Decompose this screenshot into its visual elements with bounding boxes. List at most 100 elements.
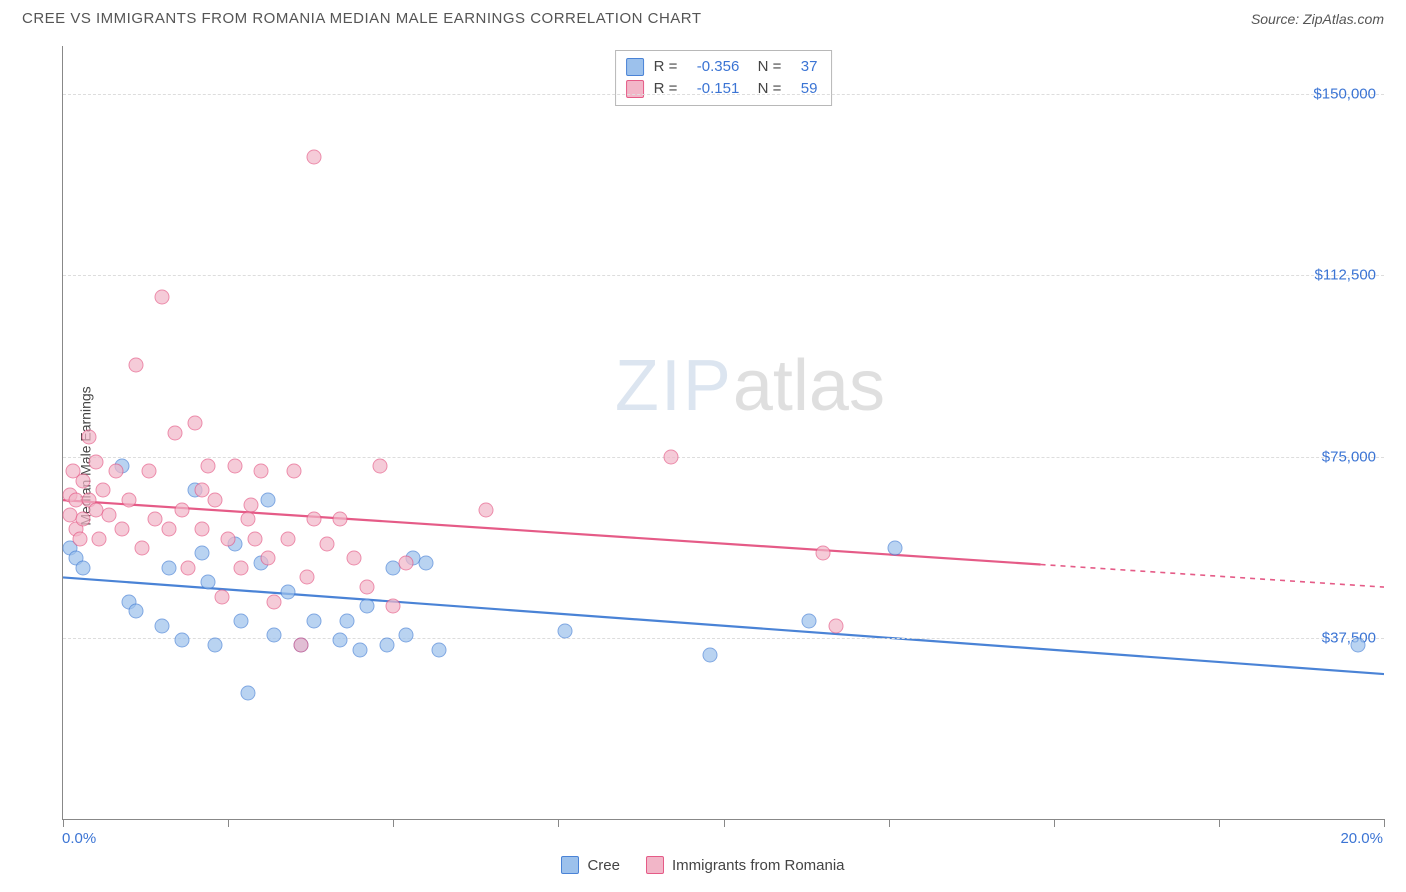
data-point bbox=[306, 512, 321, 527]
data-point bbox=[306, 150, 321, 165]
data-point bbox=[221, 531, 236, 546]
y-tick-label: $37,500 bbox=[1322, 629, 1376, 646]
stats-row: R =-0.356 N =37 bbox=[626, 56, 818, 78]
data-point bbox=[300, 570, 315, 585]
data-point bbox=[802, 613, 817, 628]
legend-swatch bbox=[626, 58, 644, 76]
data-point bbox=[557, 623, 572, 638]
x-tick bbox=[1219, 819, 1220, 827]
chart-source: Source: ZipAtlas.com bbox=[1251, 11, 1384, 27]
data-point bbox=[102, 507, 117, 522]
data-point bbox=[155, 618, 170, 633]
data-point bbox=[359, 580, 374, 595]
data-point bbox=[75, 560, 90, 575]
data-point bbox=[82, 430, 97, 445]
data-point bbox=[194, 546, 209, 561]
data-point bbox=[333, 633, 348, 648]
x-tick bbox=[1054, 819, 1055, 827]
data-point bbox=[815, 546, 830, 561]
data-point bbox=[306, 613, 321, 628]
x-tick-label: 20.0% bbox=[1340, 830, 1383, 847]
data-point bbox=[234, 613, 249, 628]
stats-legend-box: R =-0.356 N =37R =-0.151 N =59 bbox=[615, 50, 833, 106]
data-point bbox=[432, 642, 447, 657]
data-point bbox=[247, 531, 262, 546]
gridline bbox=[63, 275, 1384, 276]
data-point bbox=[141, 464, 156, 479]
data-point bbox=[254, 464, 269, 479]
data-point bbox=[353, 642, 368, 657]
data-point bbox=[340, 613, 355, 628]
legend-item: Cree bbox=[561, 856, 620, 874]
data-point bbox=[240, 686, 255, 701]
data-point bbox=[188, 415, 203, 430]
data-point bbox=[75, 512, 90, 527]
x-tick bbox=[63, 819, 64, 827]
x-tick bbox=[228, 819, 229, 827]
data-point bbox=[373, 459, 388, 474]
data-point bbox=[888, 541, 903, 556]
data-point bbox=[320, 536, 335, 551]
chart-container: Median Male Earnings ZIPatlas R =-0.356 … bbox=[22, 38, 1384, 874]
stat-n-value: 37 bbox=[791, 56, 817, 78]
stat-n-value: 59 bbox=[791, 78, 817, 100]
trend-line-extrapolated bbox=[1041, 564, 1384, 587]
data-point bbox=[201, 575, 216, 590]
data-point bbox=[108, 464, 123, 479]
legend-swatch bbox=[646, 856, 664, 874]
data-point bbox=[174, 502, 189, 517]
x-tick-label: 0.0% bbox=[62, 830, 96, 847]
data-point bbox=[1350, 638, 1365, 653]
data-point bbox=[293, 638, 308, 653]
gridline bbox=[63, 457, 1384, 458]
data-point bbox=[194, 483, 209, 498]
x-tick bbox=[1384, 819, 1385, 827]
watermark: ZIPatlas bbox=[615, 345, 885, 427]
x-tick bbox=[393, 819, 394, 827]
data-point bbox=[148, 512, 163, 527]
legend-swatch bbox=[561, 856, 579, 874]
data-point bbox=[379, 638, 394, 653]
y-tick-label: $75,000 bbox=[1322, 448, 1376, 465]
trend-lines-svg bbox=[63, 46, 1384, 819]
data-point bbox=[478, 502, 493, 517]
gridline bbox=[63, 638, 1384, 639]
legend-item: Immigrants from Romania bbox=[646, 856, 845, 874]
data-point bbox=[128, 357, 143, 372]
data-point bbox=[92, 531, 107, 546]
data-point bbox=[703, 647, 718, 662]
data-point bbox=[267, 628, 282, 643]
data-point bbox=[181, 560, 196, 575]
data-point bbox=[386, 599, 401, 614]
chart-title: CREE VS IMMIGRANTS FROM ROMANIA MEDIAN M… bbox=[22, 10, 702, 27]
x-tick bbox=[558, 819, 559, 827]
data-point bbox=[207, 638, 222, 653]
data-point bbox=[95, 483, 110, 498]
data-point bbox=[72, 531, 87, 546]
chart-header: CREE VS IMMIGRANTS FROM ROMANIA MEDIAN M… bbox=[0, 0, 1406, 33]
x-tick bbox=[724, 819, 725, 827]
data-point bbox=[260, 551, 275, 566]
data-point bbox=[663, 449, 678, 464]
data-point bbox=[267, 594, 282, 609]
data-point bbox=[174, 633, 189, 648]
x-tick bbox=[889, 819, 890, 827]
bottom-legend: Cree Immigrants from Romania bbox=[22, 856, 1384, 874]
stat-r-value: -0.356 bbox=[687, 56, 739, 78]
data-point bbox=[227, 459, 242, 474]
data-point bbox=[128, 604, 143, 619]
data-point bbox=[161, 522, 176, 537]
data-point bbox=[287, 464, 302, 479]
y-tick-label: $150,000 bbox=[1313, 86, 1376, 103]
data-point bbox=[207, 493, 222, 508]
data-point bbox=[89, 454, 104, 469]
legend-label: Cree bbox=[587, 857, 620, 874]
data-point bbox=[122, 493, 137, 508]
legend-label: Immigrants from Romania bbox=[672, 857, 845, 874]
data-point bbox=[359, 599, 374, 614]
data-point bbox=[75, 473, 90, 488]
y-tick-label: $112,500 bbox=[1315, 267, 1376, 284]
data-point bbox=[194, 522, 209, 537]
data-point bbox=[168, 425, 183, 440]
gridline bbox=[63, 94, 1384, 95]
